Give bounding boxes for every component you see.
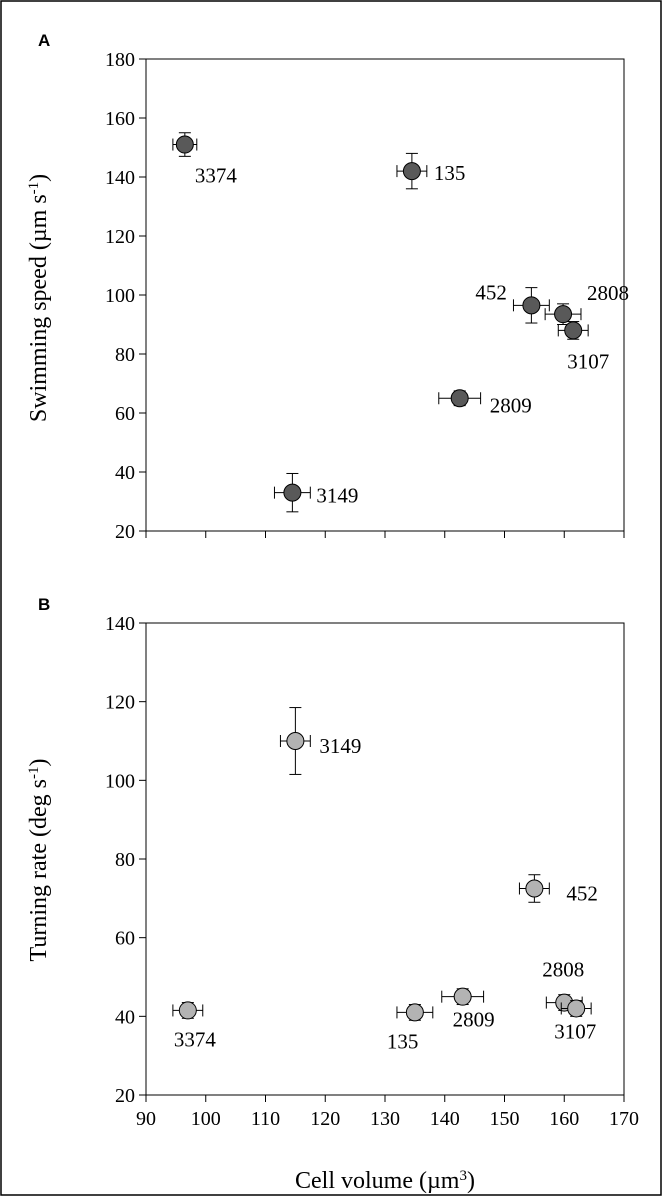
panel-a-y-tick-label: 20 <box>115 521 135 543</box>
panel-b-point-3149 <box>286 732 305 750</box>
panel-b-y-tick-label: 80 <box>115 849 135 871</box>
panel-a-y-tick-label: 140 <box>105 167 135 189</box>
panel-b-point-3374 <box>178 1001 197 1020</box>
panel-a-point-3374 <box>175 135 194 154</box>
panel-b-ylabel-sup: -1 <box>26 767 42 780</box>
panel-a-ylabel-sup: -1 <box>26 182 42 195</box>
panel-b-x-tick-label: 130 <box>370 1108 400 1130</box>
panel-b-letter: B <box>38 595 50 614</box>
panel-b-x-tick-label: 120 <box>310 1108 340 1130</box>
panel-b-point-2809 <box>453 987 472 1006</box>
panel-b-xlabel-sup: 3 <box>459 1168 467 1184</box>
panel-b-x-tick-label: 170 <box>609 1108 639 1130</box>
panel-a-point-label-2809: 2809 <box>490 393 532 417</box>
panel-b-point-label-2808: 2808 <box>542 958 584 982</box>
panel-a-point-label-3107: 3107 <box>567 349 609 373</box>
panel-a-point-label-135: 135 <box>434 161 466 185</box>
panel-b-x-tick-label: 150 <box>490 1108 520 1130</box>
panel-a-plot-frame <box>145 58 625 532</box>
panel-b-point-label-3374: 3374 <box>174 1027 217 1051</box>
panel-b-point-label-135: 135 <box>387 1029 419 1053</box>
panel-b-xlabel-suffix: ) <box>467 1168 475 1194</box>
panel-b-x-tick-label: 110 <box>251 1108 280 1130</box>
panel-b-y-tick-label: 20 <box>115 1085 135 1107</box>
panel-b-xlabel: Cell volume (µm3) <box>295 1168 475 1194</box>
panel-b-ylabel: Turning rate (deg s-1) <box>26 759 52 962</box>
panel-b-plot-frame <box>145 622 625 1096</box>
panel-a-point-label-3374: 3374 <box>195 164 238 188</box>
panel-a-y-tick-label: 160 <box>105 108 135 130</box>
panel-a-point-label-2808: 2808 <box>587 281 629 305</box>
panel-a-point-2809 <box>450 389 469 408</box>
panel-b-y-tick-label: 60 <box>115 928 135 950</box>
panel-b-point-3107 <box>567 999 586 1018</box>
panel-a-y-tick-label: 80 <box>115 344 135 366</box>
panel-b-xlabel-text: Cell volume (µm <box>295 1168 460 1194</box>
panel-b-y-tick-label: 140 <box>105 613 135 635</box>
panel-a-point-label-452: 452 <box>475 280 507 304</box>
panel-b-y-tick-label: 120 <box>105 692 135 714</box>
panel-a-point-3149 <box>283 483 302 502</box>
panel-b-point-label-3149: 3149 <box>319 734 361 758</box>
panel-b-point-label-2809: 2809 <box>453 1008 495 1032</box>
panel-b-point-452 <box>525 879 544 898</box>
panel-a-y-tick-label: 120 <box>105 226 135 248</box>
panel-b-point-label-452: 452 <box>566 882 598 906</box>
panel-a-y-tick-label: 180 <box>105 49 135 71</box>
panel-a-point-2808 <box>554 305 573 324</box>
panel-a-y-tick-label: 60 <box>115 403 135 425</box>
panel-b-y-tick-label: 40 <box>115 1006 135 1028</box>
panel-a-ylabel: Swimming speed (µm s-1) <box>26 174 52 422</box>
panel-b-point-label-3107: 3107 <box>554 1019 596 1043</box>
panel-a-point-label-3149: 3149 <box>316 484 358 508</box>
panel-a: A Swimming speed (µm s-1) 20 40 60 80 100 120… <box>26 31 629 543</box>
panel-b-ylabel-text: Turning rate (deg s <box>26 779 52 961</box>
panel-b: B Turning rate (deg s-1) Cell volume (µm… <box>26 595 639 1194</box>
panel-a-point-3107 <box>564 321 583 340</box>
panel-a-point-452 <box>522 296 541 315</box>
panel-a-letter: A <box>38 31 50 50</box>
svg-text:Turning rate (deg s-1): Turning rate (deg s-1) <box>26 759 52 962</box>
panel-a-point-135 <box>402 162 421 181</box>
panel-b-ylabel-suffix: ) <box>26 759 52 767</box>
panel-b-x-tick-label: 90 <box>136 1108 156 1130</box>
panel-b-x-tick-label: 140 <box>430 1108 460 1130</box>
svg-text:Swimming speed (µm s-1): Swimming speed (µm s-1) <box>26 174 52 422</box>
panel-b-y-tick-label: 100 <box>105 770 135 792</box>
panel-a-y-tick-label: 100 <box>105 285 135 307</box>
panel-b-x-tick-label: 160 <box>549 1108 579 1130</box>
panel-b-x-tick-label: 100 <box>191 1108 221 1130</box>
panel-a-y-tick-label: 40 <box>115 462 135 484</box>
panel-a-ylabel-text: Swimming speed (µm s <box>26 194 52 422</box>
panel-b-point-135 <box>405 1003 424 1022</box>
panel-a-ylabel-suffix: ) <box>26 174 52 182</box>
